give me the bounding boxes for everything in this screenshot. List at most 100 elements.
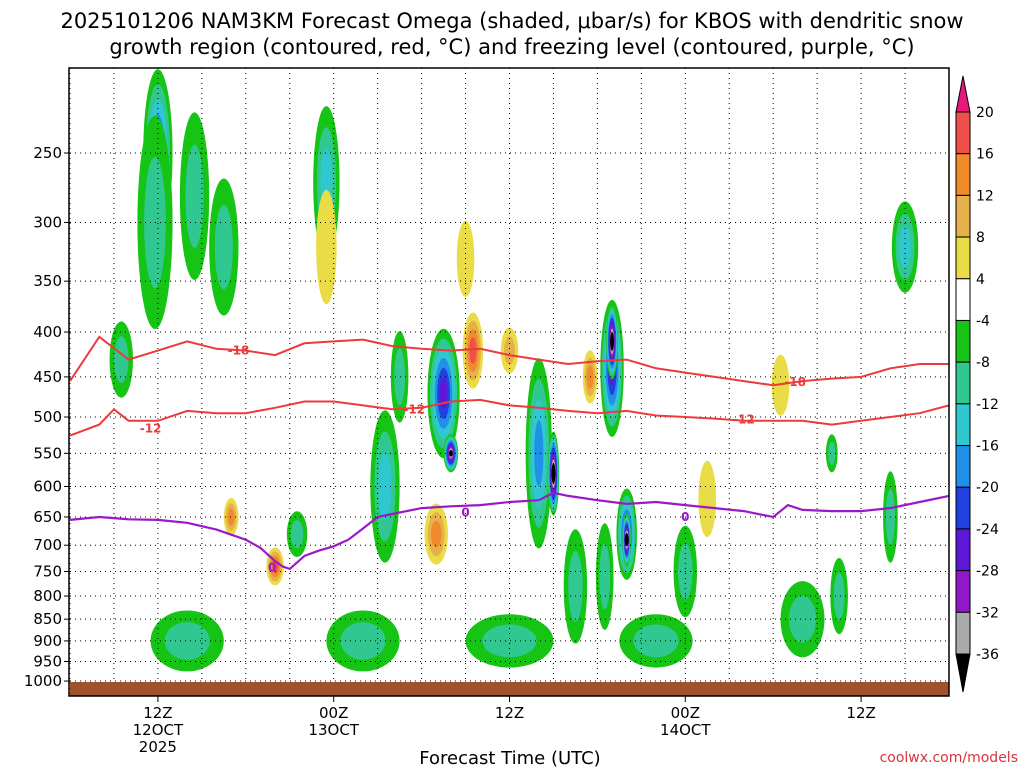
y-tick-label-350: 350	[33, 272, 62, 290]
colorbar-box-1	[955, 153, 971, 196]
y-tick-label-500: 500	[33, 408, 62, 426]
freezing-level-contour-label-0: 0	[268, 560, 276, 574]
dgz-contour-1-label-1: -12	[403, 402, 425, 416]
chart-title-line2: growth region (contoured, red, °C) and f…	[109, 35, 914, 59]
omega-cell-25-band-1	[568, 551, 583, 622]
dgz-contour-1-label-2: -12	[733, 412, 755, 426]
colorbar-label-10: -24	[976, 522, 999, 538]
omega-cell-18-band-3	[534, 420, 544, 487]
omega-cell-11-band-1	[394, 348, 406, 406]
colorbar-box-7	[955, 403, 971, 447]
omega-cell-9-band-1	[290, 520, 304, 549]
omega-cell-3-band-1	[214, 204, 233, 290]
colorbar-box-8	[955, 445, 971, 488]
omega-cell-33-band-1	[164, 622, 210, 660]
colorbar-label-4: 4	[976, 272, 985, 288]
dgz-contour-0	[69, 335, 949, 387]
dgz-contour-1-label-0: -12	[140, 421, 162, 435]
colorbar-box-4	[955, 278, 971, 321]
omega-cell-22-band-9	[610, 335, 615, 348]
omega-shading	[109, 69, 919, 672]
y-tick-label-800: 800	[33, 587, 62, 605]
omega-cell-1-band-1	[144, 156, 166, 289]
colorbar-box-12	[955, 611, 971, 655]
omega-cell-36-band-1	[633, 624, 679, 658]
omega-cell-37-band-0	[698, 460, 717, 538]
colorbar-box-9	[955, 486, 971, 530]
colorbar-box-6	[955, 361, 971, 405]
dgz-contour-0-label-0: -18	[228, 344, 250, 358]
omega-cell-31-band-1	[833, 572, 845, 620]
colorbar-top-triangle	[955, 75, 971, 113]
colorbar-box-2	[955, 194, 971, 238]
chart-title-line1: 2025101206 NAM3KM Forecast Omega (shaded…	[60, 9, 963, 33]
omega-cell-15-band-3	[469, 337, 477, 364]
freezing-level-contour-label-1: 0	[461, 505, 469, 519]
omega-cell-6-band-0	[316, 189, 337, 305]
freezing-level-contour	[69, 491, 950, 571]
y-tick-label-950: 950	[33, 653, 62, 671]
freezing-level-contour-label-2: 0	[681, 510, 689, 524]
omega-cell-26-band-1	[599, 543, 611, 610]
terrain-strip	[70, 682, 949, 696]
colorbar-label-9: -20	[976, 480, 999, 496]
colorbar-bottom-triangle	[955, 653, 971, 693]
x-tick-label-6-1: 12OCT	[133, 721, 184, 739]
y-tick-label-650: 650	[33, 508, 62, 526]
colorbar-box-3	[955, 236, 971, 280]
y-tick-label-250: 250	[33, 144, 62, 162]
credit-text: coolwx.com/models	[880, 750, 1018, 766]
omega-cell-17-band-1	[504, 336, 515, 365]
dgz-contour-0-label-1: -18	[784, 375, 806, 389]
x-tick-label-54-0: 12Z	[846, 704, 875, 722]
colorbar-label-0: 20	[976, 105, 994, 121]
omega-cell-28-band-0	[771, 354, 790, 416]
x-tick-label-42-1: 14OCT	[660, 721, 711, 739]
y-tick-label-700: 700	[33, 536, 62, 554]
colorbar-label-6: -8	[976, 355, 990, 371]
omega-cell-34-band-1	[340, 622, 386, 660]
y-tick-label-600: 600	[33, 477, 62, 495]
omega-cell-35-band-1	[482, 624, 537, 658]
omega-cell-10-band-2	[378, 452, 392, 521]
colorbar-label-7: -12	[976, 397, 999, 413]
x-tick-label-18-0: 00Z	[319, 704, 348, 722]
omega-cell-29-band-2	[899, 226, 911, 268]
omega-cell-4-band-1	[114, 336, 129, 384]
colorbar-label-3: 8	[976, 230, 985, 246]
x-tick-label-18-1: 13OCT	[308, 721, 359, 739]
y-tick-label-550: 550	[33, 444, 62, 462]
omega-cell-14-band-2	[431, 520, 442, 548]
colorbar-label-13: -36	[976, 647, 999, 663]
colorbar-box-11	[955, 570, 971, 613]
x-tick-label-6-2: 2025	[139, 738, 177, 756]
y-tick-label-450: 450	[33, 368, 62, 386]
omega-cell-2-band-1	[185, 144, 204, 248]
omega-cell-38-band-1	[828, 441, 836, 466]
colorbar: 20 16 12 8 4 -4 -8 -12 -16 -20 -24 -28 -32 -36	[955, 75, 999, 693]
omega-cell-12-band-5	[439, 377, 448, 410]
y-tick-label-750: 750	[33, 562, 62, 580]
colorbar-label-11: -28	[976, 564, 999, 580]
x-axis-label: Forecast Time (UTC)	[419, 748, 600, 768]
x-tick-label-42-0: 00Z	[671, 704, 700, 722]
colorbar-label-2: 12	[976, 188, 994, 204]
colorbar-label-5: -4	[976, 313, 990, 329]
y-tick-label-400: 400	[33, 323, 62, 341]
omega-cell-24-band-9	[624, 535, 629, 544]
colorbar-box-10	[955, 528, 971, 572]
dgz-contour-1	[69, 398, 950, 437]
omega-cell-32-band-1	[788, 595, 817, 643]
colorbar-label-1: 16	[976, 147, 994, 163]
y-tick-label-300: 300	[33, 213, 62, 231]
y-tick-label-900: 900	[33, 632, 62, 650]
omega-cell-7-band-2	[227, 508, 235, 526]
y-axis-ticks: 250 300 350 400 450 500 550 600 650 700 750 800 850 9…	[24, 144, 70, 690]
colorbar-label-12: -32	[976, 605, 999, 621]
colorbar-box-0	[955, 111, 971, 155]
colorbar-label-8: -16	[976, 439, 999, 455]
y-tick-label-1000: 1000	[24, 672, 62, 690]
